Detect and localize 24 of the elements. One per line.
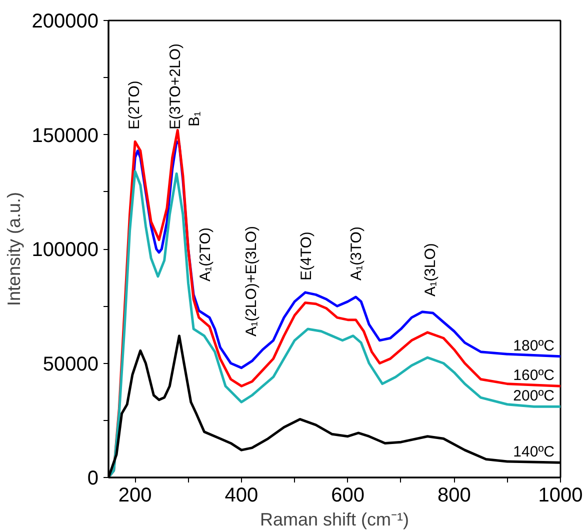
x-tick-label: 200 <box>118 484 152 506</box>
y-tick-label: 0 <box>87 468 98 490</box>
annotation: A₁(2TO) <box>197 228 214 282</box>
series-label: 160ºC <box>513 367 555 384</box>
annotation: B₁ <box>186 111 203 126</box>
x-axis-title: Raman shift (cm⁻¹) <box>260 510 410 530</box>
y-tick-label: 100000 <box>32 239 99 261</box>
series-label: 200ºC <box>513 388 555 405</box>
x-tick-label: 1000 <box>538 484 583 506</box>
x-tick-label: 600 <box>331 484 364 506</box>
annotation: E(4TO) <box>298 232 315 280</box>
annotation: A₁(2LO)+E(3LO) <box>243 226 260 336</box>
y-axis-title: Intensity (a.u.) <box>4 192 24 306</box>
annotation: E(2TO) <box>126 80 143 130</box>
annotation: A₁(3LO) <box>422 243 439 296</box>
series-label: 180ºC <box>513 337 555 354</box>
y-tick-label: 150000 <box>32 124 99 147</box>
annotation: E(3TO+2LO) <box>167 43 184 130</box>
series-label: 140ºC <box>513 444 555 461</box>
y-tick-label: 50000 <box>42 353 99 376</box>
annotation: A₁(3TO) <box>348 226 365 280</box>
y-tick-label: 200000 <box>32 10 99 32</box>
x-tick-label: 800 <box>437 484 471 506</box>
x-tick-label: 400 <box>224 484 258 506</box>
